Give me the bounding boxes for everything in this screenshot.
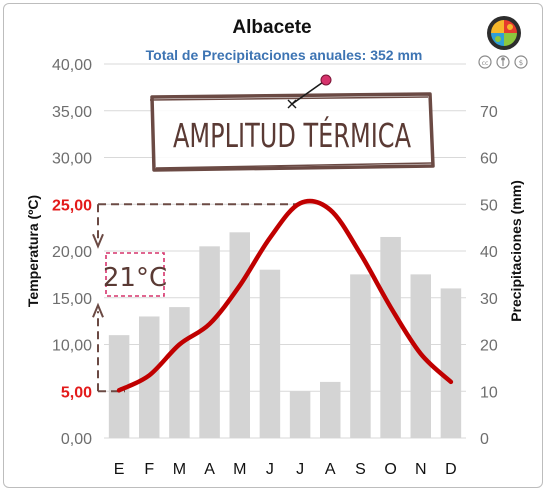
arrow-up-head xyxy=(92,302,104,318)
temperature-line xyxy=(116,198,454,393)
precipitation-bar xyxy=(350,274,371,438)
pin-icon xyxy=(287,74,332,109)
left-tick-label: 25,00 xyxy=(52,197,92,214)
right-tick-label: 40 xyxy=(480,244,498,261)
svg-text:cc: cc xyxy=(482,60,489,67)
month-label: F xyxy=(144,461,154,478)
noncommercial-icon: $ xyxy=(514,55,528,69)
amplitude-value: 21°C xyxy=(103,263,167,293)
precipitation-bar xyxy=(229,232,251,438)
amplitude-label: 21°C xyxy=(103,252,167,297)
amplitude-banner: AMPLITUD TÉRMICA xyxy=(149,92,435,172)
arrow-down-head xyxy=(92,233,104,249)
right-tick-label: 60 xyxy=(480,151,498,168)
precipitation-bar xyxy=(289,391,311,438)
month-label: J xyxy=(266,461,274,478)
month-label: O xyxy=(384,461,396,478)
precipitation-bar xyxy=(259,269,281,438)
month-label: J xyxy=(296,461,304,478)
chart-title: Albacete xyxy=(232,17,311,38)
right-tick-label: 50 xyxy=(480,197,498,214)
month-label: D xyxy=(445,461,457,478)
month-label: A xyxy=(325,461,336,478)
puzzle-logo-icon xyxy=(487,16,521,50)
cc-icon: cc xyxy=(478,55,492,69)
precipitation-bar xyxy=(108,335,130,438)
right-tick-label: 30 xyxy=(480,291,498,308)
attribution-icon xyxy=(496,55,510,69)
left-axis-ticks: 0,00 5,00 10,00 15,00 20,00 25,00 30,00 35,00 40… xyxy=(52,57,92,448)
precipitation-bar xyxy=(380,236,401,438)
chart-subtitle: Total de Precipitaciones anuales: 352 mm xyxy=(146,47,423,63)
amplitude-annotation xyxy=(92,203,305,393)
precipitation-bar xyxy=(319,381,341,438)
left-tick-label: 10,00 xyxy=(52,338,92,355)
right-tick-label: 0 xyxy=(480,431,489,448)
right-tick-label: 70 xyxy=(480,104,498,121)
left-axis-title: Temperatura (ºC) xyxy=(25,195,41,307)
month-label: M xyxy=(233,461,246,478)
month-label: A xyxy=(204,461,215,478)
left-tick-label: 35,00 xyxy=(52,104,92,121)
month-label: S xyxy=(355,461,366,478)
right-axis-ticks: 0 10 20 30 40 50 60 70 xyxy=(480,104,498,448)
left-tick-label: 15,00 xyxy=(52,291,92,308)
month-label: E xyxy=(114,461,125,478)
right-tick-label: 20 xyxy=(480,338,498,355)
left-tick-label: 0,00 xyxy=(61,431,92,448)
month-label: N xyxy=(415,461,427,478)
left-tick-label: 5,00 xyxy=(61,384,92,401)
left-tick-label: 40,00 xyxy=(52,57,92,74)
left-tick-label: 30,00 xyxy=(52,151,92,168)
precipitation-bar xyxy=(440,288,462,438)
right-axis-title: Precipitaciones (mm) xyxy=(508,180,524,322)
precipitation-bar xyxy=(199,246,220,438)
right-tick-label: 10 xyxy=(480,384,498,401)
month-label: M xyxy=(173,461,186,478)
precipitation-bar xyxy=(169,307,190,438)
banner-text: AMPLITUD TÉRMICA xyxy=(173,115,411,155)
left-tick-label: 20,00 xyxy=(52,244,92,261)
svg-text:$: $ xyxy=(519,59,523,67)
